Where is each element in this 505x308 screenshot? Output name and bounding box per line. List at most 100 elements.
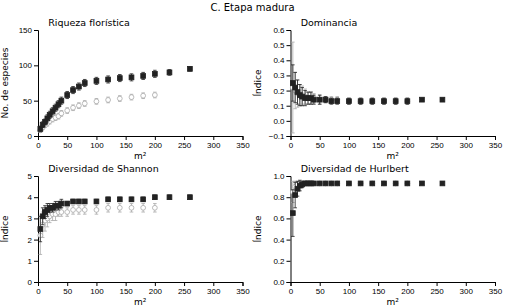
tick-label: 250 [430, 141, 444, 150]
error-bar [60, 208, 64, 216]
tick-mark [213, 136, 214, 140]
point [290, 81, 295, 86]
tick-mark [466, 282, 467, 286]
error-bar [335, 97, 339, 103]
tick: 300 [207, 282, 221, 296]
tick: −0.1 [269, 132, 291, 141]
tick: 350 [489, 282, 503, 296]
x-axis: 050100150200250300350 [289, 136, 503, 150]
panel-title: Diversidad de Hurlbert [301, 163, 409, 174]
point [65, 210, 70, 215]
point [141, 197, 146, 202]
tick-mark [287, 121, 291, 122]
tick-label: 100 [90, 287, 104, 296]
tick-label: 0 [36, 287, 41, 296]
tick: 0 [36, 282, 41, 296]
tick-label: 0.4 [273, 236, 285, 245]
point [167, 195, 172, 200]
tick-label: 0.3 [273, 71, 285, 80]
tick-mark [34, 30, 38, 31]
error-bar [65, 108, 69, 114]
tick: 1 [28, 257, 38, 266]
y-axis: −0.10.00.10.20.30.40.50.6 [269, 26, 291, 141]
error-bar [130, 94, 134, 100]
point [347, 181, 352, 186]
point [323, 97, 328, 102]
point [77, 208, 82, 213]
tick-mark [34, 218, 38, 219]
point [420, 181, 425, 186]
point [440, 97, 445, 102]
x-axis-title: m² [387, 151, 400, 161]
tick: 100 [90, 136, 104, 150]
error-bar [130, 197, 134, 201]
error-bar [406, 98, 410, 104]
point [382, 181, 387, 186]
point [117, 205, 122, 210]
point [323, 181, 328, 186]
tick: 300 [460, 136, 474, 150]
tick-label: 0.6 [273, 26, 285, 35]
error-bar [106, 197, 110, 201]
series [290, 65, 444, 106]
tick: 0.0 [273, 278, 290, 287]
tick: 100 [343, 136, 357, 150]
point [370, 99, 375, 104]
error-bar [420, 98, 424, 101]
tick: 250 [178, 282, 192, 296]
point [65, 108, 70, 113]
point [117, 96, 122, 101]
error-bar [153, 204, 157, 212]
point [393, 99, 398, 104]
tick-label: 100 [343, 141, 357, 150]
tick-label: 150 [19, 26, 33, 35]
tick-label: −0.1 [269, 132, 285, 141]
tick: 250 [430, 282, 444, 296]
tick: 150 [19, 26, 38, 35]
tick-label: 300 [207, 141, 221, 150]
tick-label: 150 [119, 141, 133, 150]
error-bar [318, 95, 322, 104]
tick-mark [155, 282, 156, 286]
error-bar [394, 98, 398, 104]
tick: 50 [316, 282, 325, 296]
error-bar [141, 93, 145, 99]
y-axis: 012345 [28, 172, 39, 287]
tick: 1.0 [273, 172, 290, 181]
tick-label: 3 [28, 214, 33, 223]
error-bar [106, 97, 110, 103]
tick-label: 50 [316, 287, 325, 296]
tick-label: 200 [401, 287, 415, 296]
point [358, 99, 363, 104]
tick-mark [287, 218, 291, 219]
tick-label: 50 [63, 287, 72, 296]
point [358, 181, 363, 186]
tick: 3 [28, 214, 38, 223]
error-bar [71, 199, 75, 203]
x-axis-title: m² [134, 151, 147, 161]
point [82, 81, 87, 86]
point [152, 71, 157, 76]
tick-mark [243, 136, 244, 140]
tick-mark [495, 136, 496, 140]
point [59, 98, 64, 103]
tick: 50 [63, 136, 72, 150]
tick-mark [287, 176, 291, 177]
series [38, 204, 157, 255]
tick-label: 150 [119, 287, 133, 296]
error-bar [291, 65, 295, 101]
error-bar [406, 98, 410, 104]
tick-label: 0 [36, 141, 41, 150]
point [347, 99, 352, 104]
tick-label: 350 [236, 141, 250, 150]
point [71, 105, 76, 110]
tick-mark [349, 282, 350, 286]
point [141, 74, 146, 79]
error-bar [141, 197, 145, 201]
tick: 200 [401, 136, 415, 150]
point [141, 93, 146, 98]
panel-title: Riqueza florística [48, 17, 130, 28]
point [82, 199, 87, 204]
error-bar [324, 97, 328, 103]
tick: 150 [372, 282, 386, 296]
